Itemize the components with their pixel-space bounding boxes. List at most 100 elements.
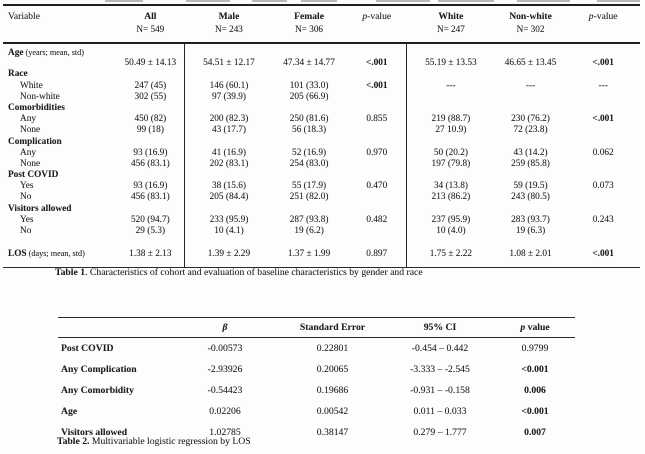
- table1-row-label: Race: [8, 69, 28, 80]
- table1-cell: 197 (79.8): [431, 158, 471, 169]
- table1-cell: 243 (80.5): [511, 192, 550, 203]
- table1-row: Age (years; mean, std): [3, 47, 640, 58]
- scan-artifact: [517, 0, 570, 2]
- table1-cell: 0.073: [592, 181, 614, 192]
- table1-cell: [272, 69, 347, 80]
- table1-cell: [407, 47, 495, 58]
- table1-cell: [115, 69, 187, 80]
- table2-cell: 0.006: [524, 385, 546, 396]
- table1-cell: [186, 103, 272, 114]
- table1-cell: [346, 159, 407, 170]
- table1-cell: 456 (83.1): [131, 158, 170, 169]
- table1-row-label: Yes: [20, 214, 34, 225]
- table1-cell: 93 (16.9): [133, 181, 168, 192]
- table1-row: Yes 520 (94.7) 233 (95.9) 287 (93.8) 0.482 23…: [3, 215, 640, 226]
- table1-cell: 56 (18.3): [292, 125, 327, 136]
- table1-cell: 1.75 ± 2.22: [429, 249, 473, 260]
- table1-cell: [495, 137, 567, 148]
- table1-cell: 283 (93.7): [511, 214, 550, 225]
- table1-row-label: None: [20, 125, 41, 136]
- table1-header-variable: Variable: [8, 11, 40, 22]
- table1-cell: [566, 192, 640, 203]
- table1-cell: 0.062: [592, 147, 614, 158]
- table1-row: Comorbidities: [3, 103, 640, 114]
- table2-caption-text: Multivariable logistic regression by LOS: [89, 436, 251, 447]
- table2-cell: 0.011 – 0.033: [413, 406, 467, 417]
- scan-artifact: [252, 0, 287, 2]
- table1-cell: [566, 69, 640, 80]
- table1-row-label: Any: [20, 114, 37, 125]
- table1-cell: 254 (83.0): [289, 158, 329, 169]
- table2-row-label: Age: [61, 406, 78, 417]
- table1-cell: [186, 170, 272, 181]
- table1-row-label: No: [20, 192, 32, 203]
- table1-cell: 50 (20.2): [433, 147, 468, 158]
- table1-cell: [407, 103, 495, 114]
- table2-row: Any Complication -2.93926 0.20065 -3.333 – …: [58, 359, 575, 380]
- table1-cell: 93 (16.9): [133, 147, 168, 158]
- table1-cell: 101 (33.0): [289, 80, 329, 91]
- table1-row-label: Visitors allowed: [8, 203, 72, 214]
- table1-cell: [115, 137, 187, 148]
- table1-cell: [346, 204, 407, 215]
- table1-vertical-divider-gender: [184, 44, 185, 268]
- scan-artifact: [438, 0, 494, 2]
- table1-cell: [566, 92, 640, 103]
- table1-row-label: No: [20, 226, 32, 236]
- table1-cell: 287 (93.8): [289, 214, 329, 225]
- table1-cell: [272, 137, 347, 148]
- table2-cell: <0.001: [521, 364, 549, 375]
- table1-cell: ---: [598, 80, 608, 91]
- table1-cell: [272, 103, 347, 114]
- table1-cell: 1.39 ± 2.29: [207, 249, 251, 260]
- table1-cell: 302 (55): [134, 91, 167, 102]
- table2-cell: -0.54423: [207, 385, 243, 396]
- table1-cell: 202 (83.1): [209, 158, 249, 169]
- table1-cell: [566, 226, 640, 237]
- table1-cell: 205 (66.9): [289, 91, 329, 102]
- table1-cell: [566, 204, 640, 215]
- table2-cell: 0.00542: [316, 406, 349, 417]
- table1-cell: 0.243: [592, 214, 614, 225]
- table1-cell: [186, 137, 272, 148]
- table1-cell: 10 (4.0): [436, 226, 466, 236]
- table1-header-cell: Female N= 306: [294, 11, 324, 34]
- table1-cell: 41 (16.9): [211, 147, 247, 158]
- table1-row-label: Non-white: [20, 91, 60, 102]
- table1-cell: [346, 192, 407, 203]
- table1-cell: [566, 159, 640, 170]
- table1-cell: 0.897: [366, 249, 388, 260]
- table1-cell: [495, 69, 567, 80]
- table1-cell: 29 (5.3): [135, 226, 166, 236]
- table1-cell: 59 (19.5): [513, 181, 548, 192]
- table1-cell: [407, 170, 495, 181]
- table1-header-cell: Male N= 243: [215, 11, 243, 34]
- table1-cell: 450 (82): [134, 114, 167, 125]
- table1-row: Any 450 (82) 200 (82.3) 250 (81.6) 0.855 219 …: [3, 114, 640, 125]
- table1-cell: [186, 47, 272, 58]
- table1-cell: 230 (76.2): [511, 114, 550, 125]
- table1-cell: 0.482: [366, 214, 388, 225]
- table1-cell: 259 (85.8): [511, 158, 550, 169]
- table1-row: 50.49 ± 14.13 54.51 ± 12.17 47.34 ± 14.77 <…: [3, 58, 640, 69]
- scan-artifact: [376, 0, 430, 2]
- table1-cell: 97 (39.9): [211, 91, 247, 102]
- table1-cell: [115, 204, 187, 215]
- table1-header-cell: White N= 247: [436, 11, 465, 34]
- table1-row: Any 93 (16.9) 41 (16.9) 52 (16.9) 0.970 50 (2…: [3, 148, 640, 159]
- table2-row-label: Any Complication: [61, 364, 137, 375]
- table1-cell: 219 (88.7): [431, 114, 471, 125]
- table1-cell: <.001: [365, 58, 388, 69]
- table1-row: No 29 (5.3) 10 (4.1) 19 (6.2) 10 (4.0) 19 (6.…: [3, 226, 640, 237]
- table1-cell: 38 (15.6): [211, 181, 247, 192]
- table1-cell: 1.37 ± 1.99: [287, 249, 331, 260]
- table1-cell: [115, 47, 187, 58]
- table2-row: Any Comorbidity -0.54423 0.19686 -0.931 – -…: [58, 380, 575, 401]
- table1-cell: 146 (60.1): [209, 80, 249, 91]
- table2-cell: <0.001: [521, 406, 549, 417]
- table2-header-row: β Standard Error 95% CI p value: [58, 318, 575, 338]
- table2-cell: 0.38147: [316, 427, 349, 438]
- table2-caption: Table 2. Multivariable logistic regressi…: [57, 436, 251, 447]
- table1-cell: [407, 137, 495, 148]
- table1-row: Post COVID: [3, 170, 640, 181]
